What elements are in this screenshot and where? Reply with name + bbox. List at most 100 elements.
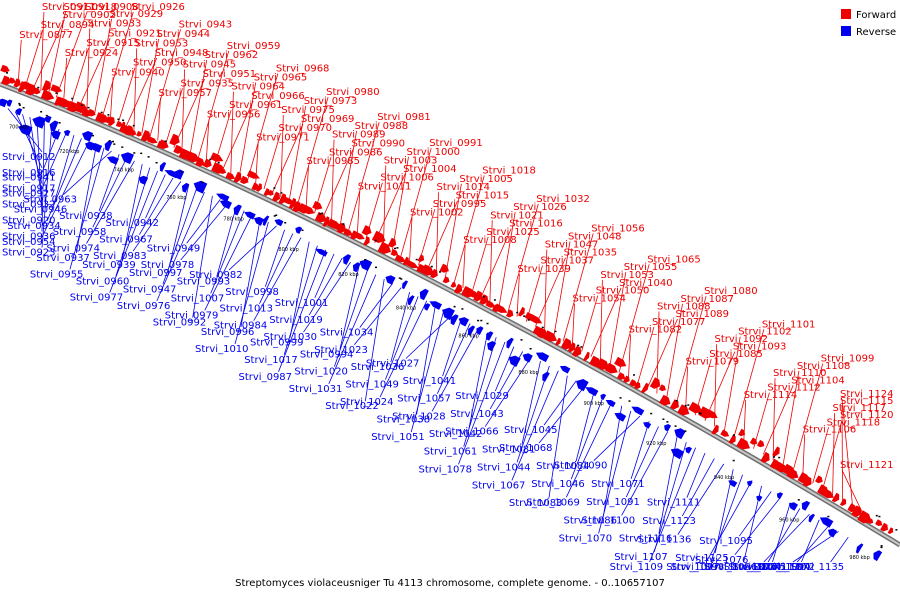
- gene-label[interactable]: Strvi_1050: [596, 286, 650, 297]
- gene-label[interactable]: Strvi_1019: [269, 315, 323, 326]
- gene-label[interactable]: Strvi_1095: [699, 536, 753, 547]
- gene-label[interactable]: Strvi_0957: [159, 88, 213, 99]
- gene-label[interactable]: Strvi_0926: [131, 2, 185, 13]
- gene-label[interactable]: Strvi_1047: [545, 240, 599, 251]
- gene-label[interactable]: Strvi_0877: [19, 30, 73, 41]
- gene-label[interactable]: Strvi_1024: [340, 397, 394, 408]
- gene-label[interactable]: Strvi_0929: [110, 9, 164, 20]
- gene-label[interactable]: Strvi_0964: [231, 82, 285, 93]
- gene-label[interactable]: Strvi_1004: [403, 164, 457, 175]
- gene-label[interactable]: Strvi_1116: [619, 534, 673, 545]
- gene-label[interactable]: Strvi_0996: [201, 327, 255, 338]
- gene-label[interactable]: Strvi_1042: [429, 429, 483, 440]
- gene-label[interactable]: Strvi_0981: [377, 112, 431, 123]
- gene-label[interactable]: Strvi_0979: [165, 310, 219, 321]
- gene-label[interactable]: Strvi_0939: [82, 260, 136, 271]
- gene-label[interactable]: Strvi_0943: [179, 19, 233, 30]
- gene-label[interactable]: Strvi_1085: [709, 349, 763, 360]
- gene-label[interactable]: Strvi_0953: [135, 38, 189, 49]
- gene-label[interactable]: Strvi_0948: [155, 48, 209, 59]
- gene-label[interactable]: Strvi_0927: [2, 189, 56, 200]
- gene-label[interactable]: Strvi_0921: [108, 28, 162, 39]
- gene-label[interactable]: Strvi_1015: [456, 191, 510, 202]
- gene-label[interactable]: Strvi_0959: [227, 41, 281, 52]
- gene-label[interactable]: Strvi_0908: [85, 2, 139, 13]
- gene-label[interactable]: Strvi_1055: [624, 262, 678, 273]
- gene-label[interactable]: Strvi_1046: [531, 479, 585, 490]
- gene-label[interactable]: Strvi_1096: [704, 562, 758, 573]
- gene-label[interactable]: Strvi_1036: [351, 362, 405, 373]
- gene-label[interactable]: Strvi_1093: [733, 342, 787, 353]
- gene-label[interactable]: Strvi_1106: [803, 424, 857, 435]
- gene-label[interactable]: Strvi_1090: [554, 461, 608, 472]
- gene-label[interactable]: Strvi_1013: [220, 304, 274, 315]
- gene-label[interactable]: Strvi_1135: [791, 562, 845, 573]
- gene-label[interactable]: Strvi_1136: [638, 535, 692, 546]
- gene-label[interactable]: Strvi_1003: [384, 155, 438, 166]
- gene-label[interactable]: Strvi_1091: [586, 497, 640, 508]
- gene-label[interactable]: Strvi_0984: [214, 321, 268, 332]
- gene-label[interactable]: Strvi_1082: [629, 325, 683, 336]
- gene-label[interactable]: Strvi_1124: [840, 389, 894, 400]
- gene-label[interactable]: Strvi_1065: [647, 254, 701, 265]
- gene-label[interactable]: Strvi_0958: [53, 227, 107, 238]
- gene-label[interactable]: Strvi_0940: [111, 67, 165, 78]
- gene-label[interactable]: Strvi_0924: [65, 48, 119, 59]
- gene-label[interactable]: Strvi_0983: [93, 251, 147, 262]
- gene-label[interactable]: Strvi_0902: [62, 10, 116, 21]
- gene-label[interactable]: Strvi_0993: [177, 277, 231, 288]
- gene-label[interactable]: Strvi_1039: [517, 264, 571, 275]
- gene-label[interactable]: Strvi_1070: [559, 534, 613, 545]
- gene-label[interactable]: Strvi_0967: [99, 235, 153, 246]
- gene-label[interactable]: Strvi_1107: [614, 552, 668, 563]
- gene-label[interactable]: Strvi_0999: [250, 338, 304, 349]
- gene-label[interactable]: Strvi_1026: [513, 202, 567, 213]
- gene-label[interactable]: Strvi_0947: [123, 284, 177, 295]
- gene-label[interactable]: Strvi_1092: [715, 334, 769, 345]
- gene-label[interactable]: Strvi_0991: [429, 138, 483, 149]
- gene-label[interactable]: Strvi_1130: [753, 562, 807, 573]
- gene-label[interactable]: Strvi_1010: [195, 344, 249, 355]
- gene-label[interactable]: Strvi_1125: [675, 553, 729, 564]
- gene-label[interactable]: Strvi_1111: [647, 498, 701, 509]
- gene-label[interactable]: Strvi_0998: [225, 287, 279, 298]
- gene-label[interactable]: Strvi_0987: [239, 372, 293, 383]
- gene-label[interactable]: Strvi_1043: [450, 409, 504, 420]
- gene-label[interactable]: Strvi_1021: [490, 210, 544, 221]
- gene-label[interactable]: Strvi_0946: [14, 205, 68, 216]
- gene-label[interactable]: Strvi_0938: [59, 211, 113, 222]
- gene-label[interactable]: Strvi_1076: [695, 555, 749, 566]
- gene-label[interactable]: Strvi_0977: [70, 293, 124, 304]
- gene-label[interactable]: Strvi_1066: [445, 427, 499, 438]
- gene-label[interactable]: Strvi_1110: [773, 368, 827, 379]
- gene-label[interactable]: Strvi_1007: [171, 294, 225, 305]
- gene-label[interactable]: Strvi_1057: [397, 394, 451, 405]
- gene-label[interactable]: Strvi_0894: [41, 20, 95, 31]
- gene-label[interactable]: Strvi_1078: [419, 464, 473, 475]
- gene-label[interactable]: Strvi_1073: [724, 562, 778, 573]
- gene-label[interactable]: Strvi_0949: [147, 243, 201, 254]
- gene-label[interactable]: Strvi_1017: [244, 355, 298, 366]
- gene-label[interactable]: Strvi_0917: [2, 184, 56, 195]
- gene-label[interactable]: Strvi_1083: [509, 498, 563, 509]
- gene-label[interactable]: Strvi_0920: [2, 216, 56, 227]
- gene-label[interactable]: Strvi_0971: [256, 132, 310, 143]
- gene-label[interactable]: Strvi_1098: [671, 562, 725, 573]
- gene-label[interactable]: Strvi_0934: [7, 221, 61, 232]
- gene-label[interactable]: Strvi_0936: [2, 232, 56, 243]
- gene-label[interactable]: Strvi_1028: [392, 411, 446, 422]
- gene-label[interactable]: Strvi_0980: [326, 87, 380, 98]
- gene-label[interactable]: Strvi_1001: [275, 298, 329, 309]
- gene-label[interactable]: Strvi_1102: [738, 327, 792, 338]
- gene-label[interactable]: Strvi_0950: [133, 58, 187, 69]
- gene-label[interactable]: Strvi_1097: [666, 562, 720, 573]
- gene-label[interactable]: Strvi_1049: [345, 380, 399, 391]
- gene-label[interactable]: Strvi_1061: [424, 447, 478, 458]
- gene-label[interactable]: Strvi_1041: [403, 376, 457, 387]
- gene-label[interactable]: Strvi_1089: [676, 309, 730, 320]
- gene-label[interactable]: Strvi_1081: [482, 445, 536, 456]
- gene-label[interactable]: Strvi_1108: [797, 361, 851, 372]
- gene-label[interactable]: Strvi_0956: [207, 109, 261, 120]
- gene-label[interactable]: Strvi_1054: [573, 294, 627, 305]
- gene-label[interactable]: Strvi_0955: [30, 269, 84, 280]
